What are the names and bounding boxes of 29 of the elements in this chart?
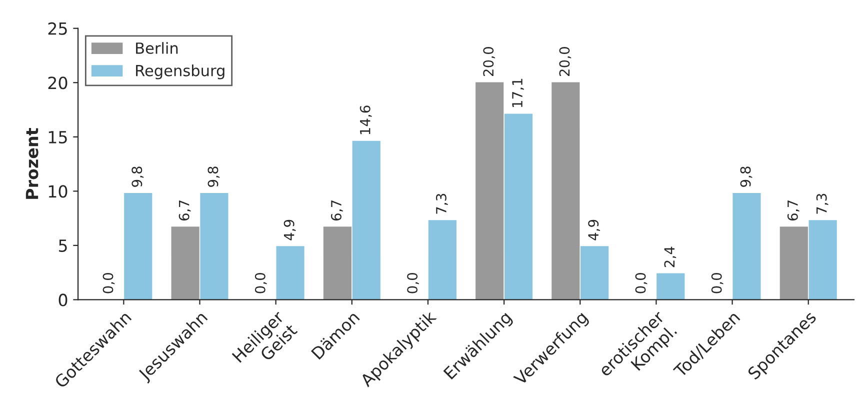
data-label: 9,8 (740, 166, 752, 187)
data-label: 20,0 (483, 47, 496, 76)
data-label: 0,0 (635, 272, 648, 294)
data-label: 17,1 (512, 78, 524, 108)
data-label: 9,8 (208, 166, 220, 187)
data-label: 9,8 (132, 166, 144, 187)
data-label: 0,0 (711, 272, 724, 294)
data-label: 0,0 (407, 272, 419, 294)
data-label: 7,3 (816, 194, 828, 214)
y-axis-title: Prozent (26, 128, 38, 199)
y-tick-label: 20 (48, 76, 68, 90)
y-tick-label: 0 (58, 294, 68, 306)
data-label: 4,9 (588, 220, 600, 240)
data-label: 14,6 (360, 106, 372, 134)
data-label: 4,9 (284, 220, 296, 240)
y-tick-label: 10 (48, 185, 68, 198)
data-label: 0,0 (254, 272, 267, 294)
y-tick-label: 15 (48, 131, 67, 144)
data-label: 6,7 (787, 200, 800, 220)
y-tick-label: 25 (48, 22, 67, 35)
data-label: 20,0 (559, 47, 572, 76)
data-label: 6,7 (178, 200, 191, 220)
data-label: 0,0 (102, 272, 115, 294)
data-label: 6,7 (330, 200, 343, 220)
legend-label: Berlin (136, 42, 178, 54)
data-label: 2,4 (664, 246, 676, 268)
data-label: 7,3 (436, 194, 448, 214)
legend-label: Regensburg (136, 64, 224, 80)
y-tick-label: 5 (58, 240, 67, 252)
